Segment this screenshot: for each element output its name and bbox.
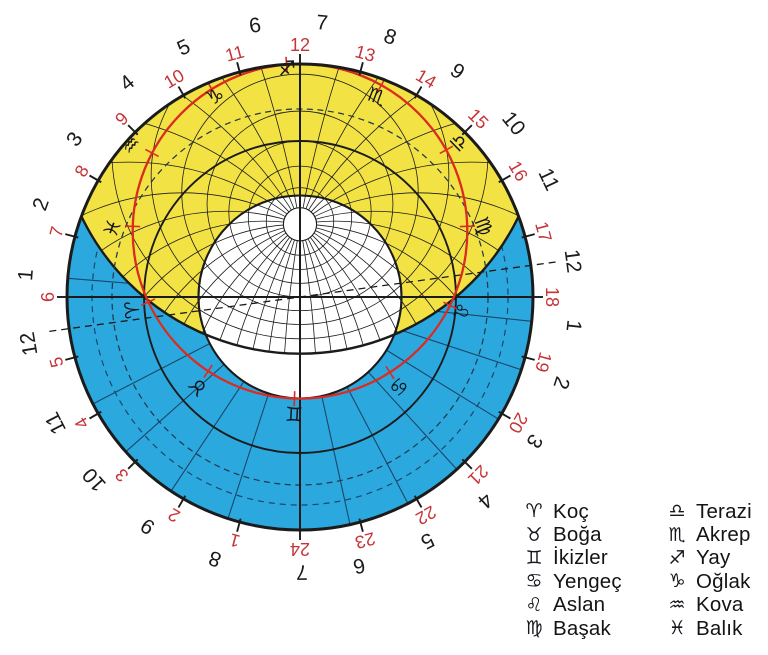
black-hour-label: 4 — [116, 70, 140, 95]
legend-item: ♊ İkizler — [521, 547, 622, 570]
legend-item: ♐ Yay — [664, 547, 752, 570]
black-hour-label: 9 — [137, 513, 159, 539]
black-hour-label: 3 — [62, 128, 88, 151]
zodiac-symbol-yay: ♐ — [277, 56, 296, 81]
black-hour-label: 7 — [296, 560, 308, 583]
black-hour-label: 6 — [351, 553, 367, 578]
red-hour-label: 14 — [412, 65, 439, 92]
legend-item: ♒ Kova — [664, 594, 752, 617]
zodiac-glyph-icon: ♈ — [521, 502, 547, 521]
zodiac-glyph-icon: ♓ — [664, 619, 690, 638]
black-hour-label: 4 — [473, 488, 497, 513]
zodiac-glyph-icon: ♌ — [521, 596, 547, 615]
legend-item: ♎ Terazi — [664, 500, 752, 523]
legend-item: ♍ Başak — [521, 617, 622, 640]
red-hour-label: 8 — [71, 162, 93, 181]
legend-label: Kova — [696, 593, 744, 617]
black-hour-label: 12 — [560, 248, 586, 274]
red-hour-label: 10 — [160, 65, 187, 92]
black-hour-label: 11 — [40, 408, 70, 438]
legend-label: Yay — [696, 546, 730, 570]
legend-item: ♋ Yengeç — [521, 570, 622, 593]
red-hour-label: 6 — [38, 292, 58, 302]
red-hour-label: 18 — [542, 287, 562, 307]
zodiac-glyph-icon: ♒ — [664, 596, 690, 615]
black-hour-label: 10 — [497, 107, 530, 140]
legend-item: ♑ Oğlak — [664, 570, 752, 593]
red-hour-label: 4 — [71, 414, 93, 433]
black-hour-label: 8 — [381, 24, 400, 50]
zodiac-glyph-icon: ♎ — [664, 502, 690, 521]
red-hour-label: 22 — [412, 502, 439, 529]
black-hour-label: 11 — [534, 165, 564, 195]
legend-item: ♈ Koç — [521, 500, 622, 523]
red-hour-label: 5 — [46, 355, 68, 370]
legend-label: Aslan — [553, 593, 605, 617]
red-hour-label: 7 — [46, 224, 68, 239]
legend-label: Koç — [553, 500, 589, 524]
black-hour-label: 12 — [16, 330, 43, 357]
red-hour-label: 2 — [165, 504, 184, 526]
zodiac-symbol-koç: ♈ — [119, 300, 144, 320]
red-hour-label: 17 — [531, 220, 556, 245]
red-hour-label: 11 — [223, 41, 246, 65]
red-hour-label: 13 — [353, 41, 378, 66]
black-hour-label: 2 — [548, 374, 573, 392]
legend-label: Yengeç — [553, 570, 622, 594]
red-hour-label: 12 — [290, 35, 310, 55]
legend-column-1: ♈ Koç ♉ Boğa ♊ İkizler ♋ Yengeç ♌ Aslan ♍ Başak — [521, 500, 622, 640]
legend-label: Başak — [553, 617, 611, 641]
black-hour-label: 7 — [315, 11, 328, 35]
black-hour-label: 1 — [561, 319, 585, 333]
zodiac-glyph-icon: ♐ — [664, 549, 690, 568]
black-hour-label: 3 — [521, 430, 547, 452]
zodiac-symbol-i̇kizler: ♊ — [284, 401, 303, 426]
black-hour-label: 5 — [417, 528, 438, 554]
zodiac-glyph-icon: ♍ — [521, 619, 547, 638]
legend-label: Boğa — [553, 523, 602, 547]
red-hour-label: 16 — [505, 157, 532, 184]
legend-item: ♉ Boğa — [521, 523, 622, 546]
legend-item: ♓ Balık — [664, 617, 752, 640]
black-hour-label: 5 — [174, 35, 194, 61]
zodiac-glyph-icon: ♏ — [664, 526, 690, 545]
black-hour-label: 1 — [14, 268, 38, 281]
zodiac-glyph-icon: ♋ — [521, 572, 547, 591]
legend-item: ♏ Akrep — [664, 523, 752, 546]
red-hour-label: 23 — [353, 528, 378, 553]
legend-column-2: ♎ Terazi ♏ Akrep ♐ Yay ♑ Oğlak ♒ Kova ♓ Balık — [664, 500, 752, 640]
red-hour-label: 19 — [531, 350, 556, 375]
red-hour-label: 24 — [290, 539, 310, 559]
red-hour-label: 1 — [227, 529, 242, 551]
black-hour-label: 8 — [206, 546, 224, 571]
legend-item: ♌ Aslan — [521, 594, 622, 617]
black-hour-label: 10 — [78, 463, 111, 496]
legend-label: Terazi — [696, 500, 752, 524]
legend-label: Balık — [696, 617, 743, 641]
zodiac-symbol-aslan: ♌ — [448, 301, 474, 321]
legend-label: İkizler — [553, 546, 608, 570]
zodiac-glyph-icon: ♑ — [664, 572, 690, 591]
legend-label: Akrep — [696, 523, 751, 547]
zodiac-glyph-icon: ♉ — [521, 526, 547, 545]
black-hour-label: 2 — [28, 195, 54, 214]
black-hour-label: 9 — [446, 59, 469, 85]
zodiac-glyph-icon: ♊ — [521, 549, 547, 568]
legend-label: Oğlak — [696, 570, 751, 594]
black-hour-label: 6 — [247, 13, 262, 38]
